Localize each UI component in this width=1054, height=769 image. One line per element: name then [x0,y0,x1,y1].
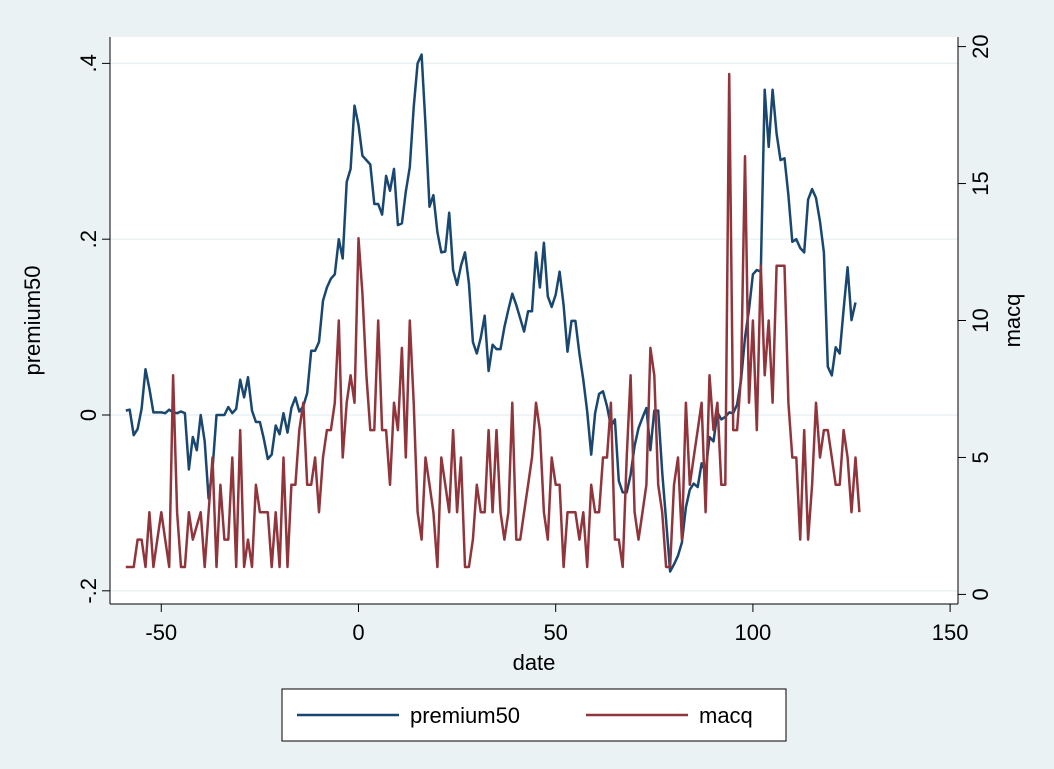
y-axis-right-title: macq [1000,294,1025,348]
y-right-tick-label-3: 15 [968,171,993,195]
y-left-tick-label-3: .4 [76,54,101,72]
x-tick-label-3: 100 [735,620,772,645]
y-left-tick-label-2: .2 [76,230,101,248]
y-right-tick-label-1: 5 [968,451,993,463]
x-tick-label-0: -50 [145,620,177,645]
x-axis-title: date [513,650,556,675]
y-left-tick-label-0: -.2 [76,578,101,604]
legend-label-macq: macq [699,703,753,728]
x-tick-label-2: 50 [543,620,567,645]
y-right-tick-label-4: 20 [968,34,993,58]
y-right-tick-label-0: 0 [968,588,993,600]
series-layer [125,53,861,573]
series-line-macq [125,72,861,569]
ticks: -50 0 50 100 150 -.2 0 .2 .4 0 5 10 15 20 [76,34,993,645]
x-tick-label-4: 150 [932,620,969,645]
y-right-tick-label-2: 10 [968,308,993,332]
legend-label-premium50: premium50 [410,703,520,728]
y-left-tick-label-1: 0 [76,409,101,421]
legend: premium50 macq [281,688,787,742]
x-tick-label-1: 0 [352,620,364,645]
y-axis-left-title: premium50 [20,265,45,375]
plot-background [110,37,958,604]
